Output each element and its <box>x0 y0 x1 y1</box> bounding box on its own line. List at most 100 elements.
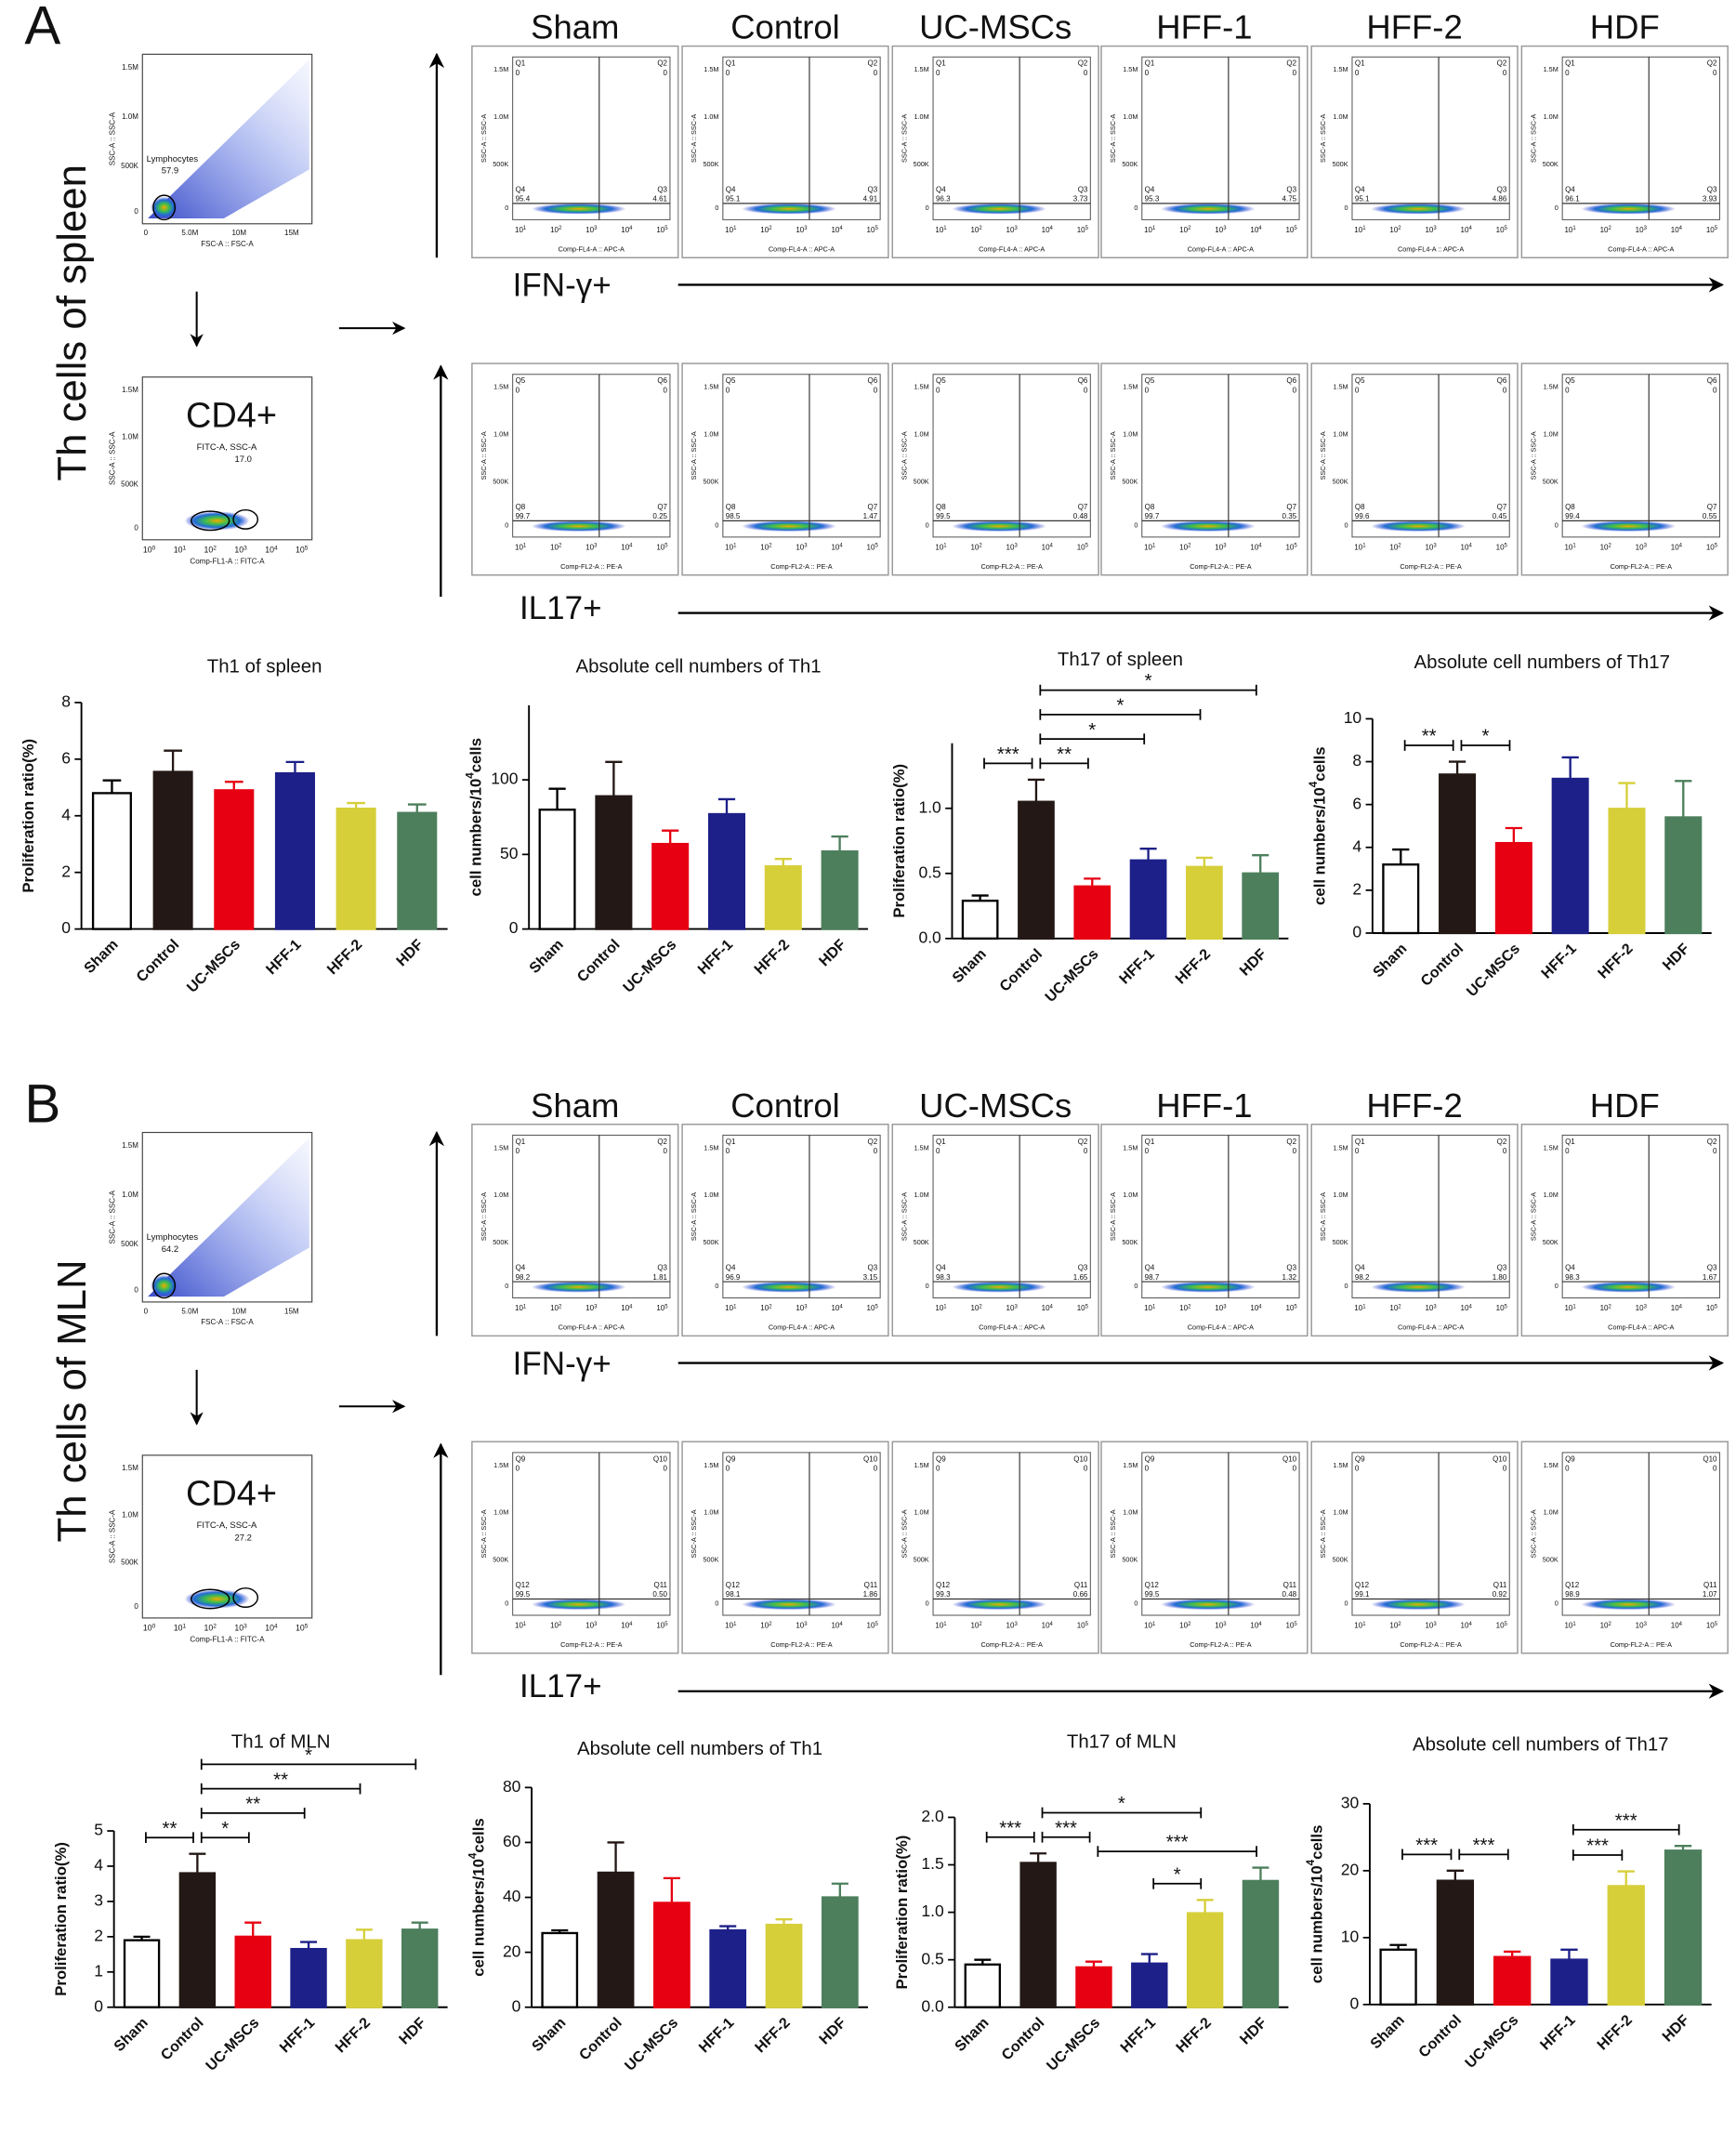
quadrant-percent: 0 <box>936 1147 940 1155</box>
log-exponent: 5 <box>1085 1621 1089 1626</box>
quadrant-name: Q12 <box>726 1581 741 1589</box>
x-axis-label: Comp-FL4-A :: APC-A <box>769 1323 835 1332</box>
log-exponent: 3 <box>804 226 808 231</box>
y-axis-label-sup: 4 <box>465 772 477 779</box>
x-axis-label: FSC-A :: FSC-A <box>201 1318 254 1326</box>
y-tick-label: 40 <box>503 1887 521 1905</box>
quadrant-name: Q4 <box>1145 1264 1155 1272</box>
y-axis-label-text: cell numbers/10 <box>470 1859 488 1977</box>
log-tick-label: 104 <box>1671 1304 1683 1312</box>
x-tick-label: HFF-1 <box>1117 2014 1159 2056</box>
quadrant-percent: 96.3 <box>936 195 951 204</box>
bar <box>1129 859 1167 940</box>
y-tick-label: 500K <box>493 1555 508 1563</box>
log-tick-label: 101 <box>515 1304 527 1312</box>
quadrant-percent: 0 <box>936 1465 940 1473</box>
log-exponent: 5 <box>1715 1621 1718 1626</box>
log-exponent: 3 <box>1433 1621 1437 1626</box>
log-exponent: 4 <box>839 1304 843 1309</box>
x-tick-label: HFF-2 <box>1595 941 1637 982</box>
log-tick-label: 101 <box>1564 226 1576 234</box>
gate-percent: 57.9 <box>162 166 178 177</box>
x-axis-label: Comp-FL4-A :: APC-A <box>769 244 835 253</box>
log-exponent: 1 <box>182 545 186 551</box>
bar <box>1664 1849 1703 2006</box>
y-tick-label: 500K <box>914 477 929 485</box>
y-axis-label: Proliferation ratio(%) <box>53 1842 71 1996</box>
quadrant-percent: 1.67 <box>1703 1273 1717 1282</box>
quadrant-percent: 0 <box>1713 386 1717 394</box>
quadrant-percent: 0.48 <box>1073 512 1088 520</box>
log-base: 10 <box>1354 1304 1362 1312</box>
y-tick-label: 0 <box>715 1599 718 1608</box>
bar <box>1607 1885 1645 2006</box>
log-exponent: 1 <box>1572 1621 1576 1626</box>
log-exponent: 5 <box>1505 226 1508 231</box>
y-tick-label: 0 <box>134 1602 138 1611</box>
log-tick-label: 102 <box>1389 1621 1401 1629</box>
log-exponent: 5 <box>1505 1304 1508 1309</box>
log-tick-label: 102 <box>550 226 562 234</box>
log-tick-label: 104 <box>831 226 843 234</box>
log-tick-label: 103 <box>585 1304 598 1312</box>
log-exponent: 3 <box>1223 1304 1227 1309</box>
log-base: 10 <box>1250 544 1258 552</box>
quadrant-percent: 0 <box>1145 69 1150 77</box>
log-exponent: 2 <box>213 1623 217 1629</box>
bar <box>1494 841 1532 935</box>
quadrant-percent: 0 <box>936 386 940 394</box>
log-exponent: 3 <box>1644 226 1648 231</box>
plot-area <box>512 1452 671 1616</box>
y-tick-label: 2.0 <box>921 1807 944 1825</box>
x-tick-label: UC-MSCs <box>620 936 679 995</box>
y-tick-label: 8 <box>61 692 71 711</box>
event-cloud <box>531 1282 626 1293</box>
log-tick-label: 104 <box>1042 1621 1054 1629</box>
log-exponent: 5 <box>1715 226 1718 231</box>
plot-area <box>932 1452 1091 1616</box>
y-tick-label: 1.0M <box>1123 1191 1138 1199</box>
x-tick-label: HDF <box>816 936 849 969</box>
y-axis-label: SSC-A :: SSC-A <box>690 1509 698 1558</box>
quadrant-percent: 99.1 <box>1355 1590 1370 1599</box>
y-axis-label: SSC-A :: SSC-A <box>108 112 116 165</box>
x-axis-label: Comp-FL2-A :: PE-A <box>1611 562 1673 571</box>
log-tick-label: 100 <box>143 1623 156 1632</box>
y-axis-label: SSC-A :: SSC-A <box>480 1509 488 1558</box>
quadrant-percent: 0 <box>1503 386 1507 394</box>
quadrant-percent: 0 <box>726 69 730 77</box>
y-tick-label: 10 <box>1344 708 1362 727</box>
significance-label: * <box>1088 720 1096 741</box>
quadrant-name: Q3 <box>657 185 667 193</box>
log-base: 10 <box>234 1624 243 1633</box>
bar <box>1018 800 1055 940</box>
bar <box>541 1931 579 2008</box>
log-exponent: 3 <box>1644 1304 1648 1309</box>
gate <box>152 1272 177 1299</box>
bar <box>1551 777 1589 935</box>
y-tick-label: 500K <box>1333 1238 1348 1246</box>
gate <box>191 510 230 532</box>
y-tick-label: 500K <box>703 477 718 485</box>
y-axis-label: SSC-A :: SSC-A <box>108 1509 116 1563</box>
log-exponent: 2 <box>1188 226 1191 231</box>
y-tick-label: 0 <box>926 204 929 212</box>
quadrant-name: Q3 <box>1078 185 1088 193</box>
group-header: Control <box>730 1086 840 1125</box>
log-base: 10 <box>1285 1304 1294 1312</box>
log-exponent: 4 <box>629 1621 633 1626</box>
y-tick-label: 1.0M <box>493 1191 508 1199</box>
y-axis-label: SSC-A :: SSC-A <box>480 431 488 480</box>
group-header: Sham <box>531 8 619 46</box>
event-cloud <box>151 196 178 218</box>
log-base: 10 <box>1077 1622 1085 1630</box>
quadrant-percent: 0 <box>1145 386 1150 394</box>
log-exponent: 3 <box>594 543 598 548</box>
quadrant-percent: 0 <box>1293 386 1297 394</box>
log-exponent: 2 <box>1398 1621 1401 1626</box>
y-tick-label: 1.5M <box>1123 1143 1138 1152</box>
plot-frame <box>471 1124 679 1337</box>
log-tick-label: 101 <box>725 1304 737 1312</box>
log-base: 10 <box>621 226 629 234</box>
y-tick-label: 500K <box>121 480 138 488</box>
